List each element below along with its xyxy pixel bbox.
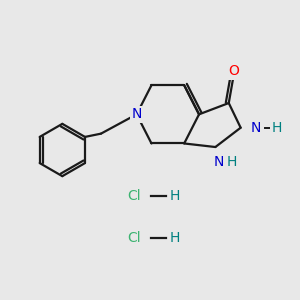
Text: H: H [170,231,181,245]
Text: Cl: Cl [127,231,140,245]
Text: N: N [214,155,224,170]
Text: N: N [131,107,142,121]
Text: Cl: Cl [127,189,140,203]
Text: N: N [251,121,261,135]
Text: O: O [228,64,239,78]
Text: H: H [226,155,237,170]
Text: H: H [272,121,282,135]
Text: H: H [170,189,181,203]
